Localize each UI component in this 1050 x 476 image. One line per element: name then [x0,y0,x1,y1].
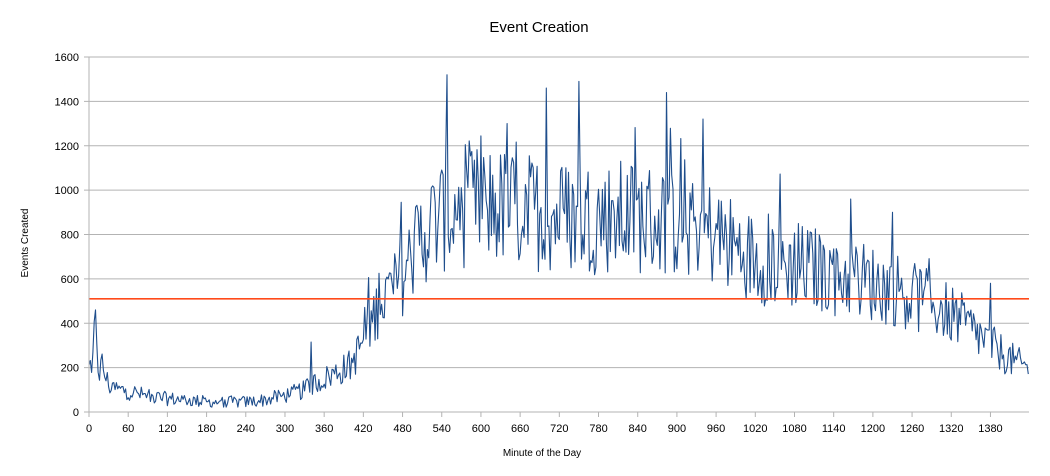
x-tick-label-16: 960 [707,423,725,435]
x-tick-label-2: 120 [158,423,176,435]
x-tick-label-17: 1020 [743,423,767,435]
x-tick-label-10: 600 [472,423,490,435]
series-events-line [88,74,1029,408]
axes [84,56,1029,417]
x-tick-label-7: 420 [354,423,372,435]
x-axis-tick-labels: 0 60 120 180 240 300 360 420 480 540 600 660 720 780 8… [86,423,1003,435]
x-tick-label-21: 1260 [900,423,924,435]
x-tick-label-4: 240 [237,423,255,435]
series-layer [88,74,1029,408]
x-tick-label-9: 540 [433,423,451,435]
x-tick-label-22: 1320 [939,423,963,435]
x-tick-label-15: 900 [668,423,686,435]
x-tick-label-1: 60 [122,423,134,435]
x-tick-label-18: 1080 [782,423,806,435]
x-tick-label-20: 1200 [861,423,885,435]
y-tick-label-3: 600 [61,274,79,286]
y-tick-label-6: 1200 [55,141,79,153]
x-tick-label-5: 300 [276,423,294,435]
x-tick-label-14: 840 [629,423,647,435]
x-tick-label-12: 720 [550,423,568,435]
y-axis-title: Events Created [20,209,31,278]
x-tick-label-8: 480 [393,423,411,435]
y-axis-tick-labels: 0 200 400 600 800 1000 1200 1400 1600 [55,52,79,419]
x-tick-label-6: 360 [315,423,333,435]
chart-title: Event Creation [489,19,588,36]
y-tick-label-2: 400 [61,318,79,330]
x-tick-label-0: 0 [86,423,92,435]
x-axis-title: Minute of the Day [503,448,581,459]
y-tick-label-7: 1400 [55,96,79,108]
y-tick-label-4: 800 [61,230,79,242]
y-tick-label-0: 0 [73,407,79,419]
x-tick-label-3: 180 [197,423,215,435]
x-tick-label-11: 660 [511,423,529,435]
x-tick-label-23: 1380 [978,423,1002,435]
y-tick-label-1: 200 [61,363,79,375]
y-tick-label-5: 1000 [55,185,79,197]
x-tick-label-13: 780 [589,423,607,435]
x-tick-label-19: 1140 [822,423,846,435]
y-tick-label-8: 1600 [55,52,79,64]
